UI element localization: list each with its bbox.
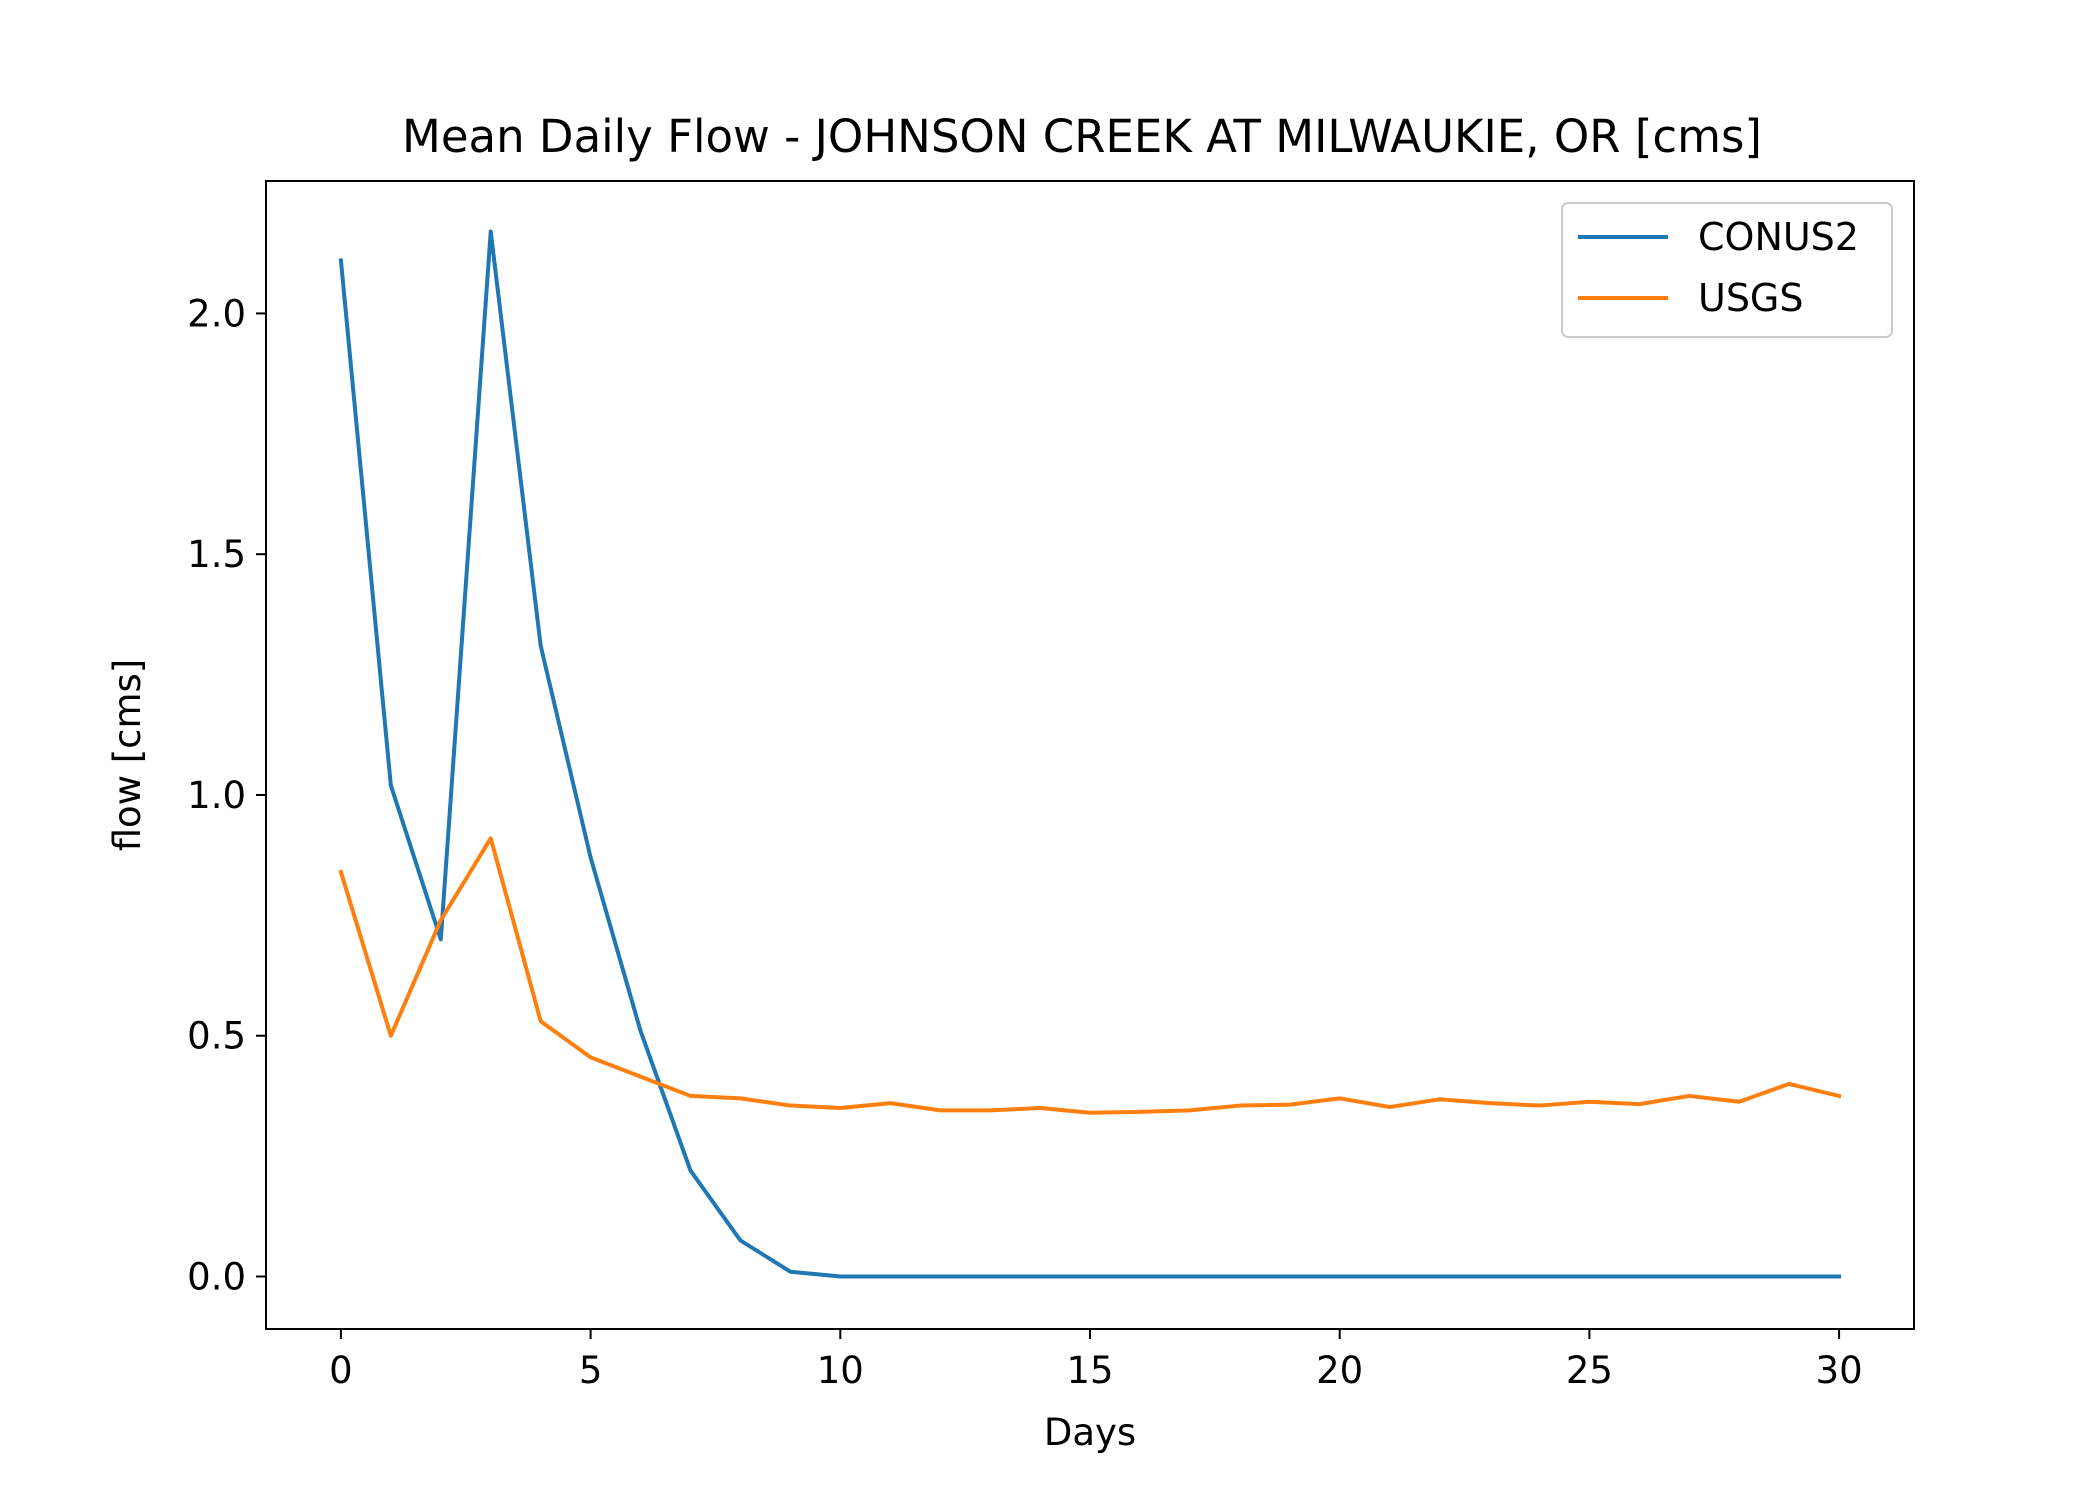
x-tick-label: 5	[579, 1349, 603, 1392]
y-tick-label: 0.5	[187, 1015, 246, 1058]
y-tick-label: 2.0	[187, 292, 246, 335]
y-axis-ticks: 0.0 0.5 1.0 1.5 2.0	[187, 292, 266, 1299]
y-tick-label: 1.0	[187, 774, 246, 817]
series-line-conus2	[338, 229, 1842, 1279]
x-tick-label: 25	[1566, 1349, 1613, 1392]
x-tick-label: 0	[329, 1349, 353, 1392]
legend-label-usgs: USGS	[1698, 276, 1804, 320]
x-tick-label: 10	[817, 1349, 864, 1392]
x-axis-ticks: 0 5 10 15 20 25 30	[329, 1329, 1863, 1392]
chart-title: Mean Daily Flow - JOHNSON CREEK AT MILWA…	[402, 110, 1762, 163]
data-layer	[338, 229, 1842, 1279]
x-tick-label: 15	[1066, 1349, 1113, 1392]
series-line-usgs	[338, 836, 1842, 1115]
y-axis-title: flow [cms]	[106, 659, 149, 852]
x-tick-label: 20	[1316, 1349, 1363, 1392]
legend-label-conus2: CONUS2	[1698, 215, 1859, 259]
y-tick-label: 0.0	[187, 1256, 246, 1299]
legend: CONUS2 USGS	[1561, 202, 1893, 338]
x-tick-label: 30	[1816, 1349, 1863, 1392]
y-tick-label: 1.5	[187, 533, 246, 576]
x-axis-title: Days	[1044, 1411, 1136, 1454]
